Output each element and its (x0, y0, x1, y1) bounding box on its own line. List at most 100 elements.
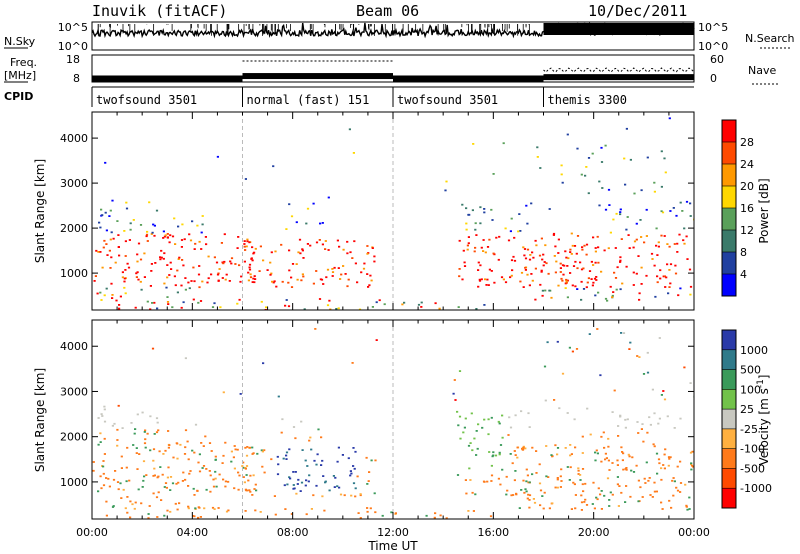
scatter-cell (217, 280, 220, 282)
scatter-cell (483, 304, 486, 306)
scatter-cell (528, 506, 531, 509)
colorbar-swatch (722, 274, 736, 297)
scatter-cell (534, 298, 537, 301)
scatter-cell (662, 464, 665, 466)
scatter-cell (607, 445, 610, 448)
scatter-cell (359, 494, 362, 497)
scatter-cell (538, 254, 542, 257)
scatter-cell (526, 497, 529, 500)
scatter-cell (315, 270, 318, 272)
scatter-cell (664, 448, 667, 451)
scatter-cell (337, 446, 340, 449)
scatter-cell (251, 494, 254, 496)
scatter-cell (183, 453, 187, 455)
scatter-cell (669, 282, 672, 285)
scatter-cell (105, 514, 108, 517)
scatter-cell (196, 490, 199, 492)
scatter-cell (547, 272, 550, 275)
scatter-cell (594, 451, 597, 454)
scatter-cell (582, 267, 585, 270)
scatter-cell (97, 443, 100, 446)
scatter-cell (159, 466, 162, 468)
scatter-cell (175, 482, 178, 485)
scatter-cell (269, 273, 272, 276)
scatter-cell (635, 464, 638, 467)
scatter-cell (350, 494, 353, 497)
scatter-cell (337, 267, 340, 269)
scatter-cell (492, 252, 495, 255)
scatter-cell (688, 508, 691, 510)
scatter-cell (259, 511, 262, 513)
scatter-cell (524, 488, 527, 491)
scatter-cell (344, 273, 347, 275)
scatter-cell (119, 482, 122, 485)
scatter-cell (600, 490, 603, 492)
scatter-cell (218, 473, 221, 476)
scatter-cell (689, 285, 693, 288)
scatter-cell (246, 446, 249, 448)
scatter-cell (346, 252, 349, 255)
scatter-cell (180, 246, 183, 248)
scatter-cell (685, 504, 688, 507)
scatter-cell (620, 491, 623, 494)
scatter-cell (223, 233, 226, 236)
velocity-ylabel: Slant Range [km] (33, 368, 47, 472)
scatter-cell (577, 467, 580, 470)
scatter-cell (637, 479, 640, 482)
scatter-cell (642, 440, 645, 443)
scatter-cell (209, 474, 212, 477)
scatter-cell (104, 211, 107, 214)
scatter-cell (109, 267, 112, 269)
scatter-cell (197, 301, 200, 304)
scatter-cell (254, 509, 257, 512)
scatter-cell (196, 224, 199, 227)
colorbar-swatch (722, 252, 736, 275)
scatter-cell (182, 264, 185, 267)
scatter-cell (536, 146, 539, 149)
scatter-cell (241, 465, 244, 467)
scatter-cell (187, 505, 190, 508)
scatter-cell (373, 492, 376, 495)
scatter-cell (180, 284, 183, 287)
scatter-cell (284, 304, 287, 307)
scatter-cell (579, 474, 582, 476)
scatter-cell (121, 276, 124, 279)
scatter-cell (649, 423, 652, 426)
scatter-cell (584, 482, 587, 485)
scatter-cell (141, 411, 144, 414)
scatter-cell (186, 440, 189, 443)
scatter-cell (222, 478, 225, 481)
scatter-cell (207, 277, 210, 280)
scatter-cell (586, 407, 589, 410)
scatter-cell (597, 261, 600, 264)
scatter-cell (559, 262, 562, 265)
colorbar-label-5: -100 (740, 443, 765, 456)
scatter-cell (309, 436, 312, 439)
scatter-cell (128, 239, 131, 241)
scatter-cell (572, 481, 575, 484)
scatter-cell (576, 288, 579, 290)
time-axis-labels: 00:00 04:00 08:00 12:00 16:00 20:00 00:00 (76, 526, 710, 539)
scatter-cell (619, 213, 622, 216)
scatter-cell (266, 269, 269, 271)
scatter-cell (166, 509, 169, 512)
frequency-panel: Freq. [MHz] 18 8 60 0 Nave (4, 53, 778, 85)
scatter-cell (656, 275, 659, 278)
scatter-cell (244, 510, 247, 512)
scatter-cell (288, 203, 291, 206)
scatter-cell (485, 284, 488, 286)
scatter-cell (667, 292, 670, 295)
scatter-cell (684, 483, 687, 486)
scatter-cell (543, 365, 547, 368)
scatter-cell (641, 496, 644, 498)
scatter-cell (359, 493, 362, 495)
scatter-cell (225, 273, 228, 276)
colorbar-swatch (722, 428, 736, 450)
scatter-cell (575, 348, 579, 350)
scatter-cell (363, 262, 366, 265)
scatter-cell (526, 222, 529, 225)
scatter-cell (679, 417, 682, 420)
scatter-cell (650, 252, 654, 255)
scatter-cell (595, 279, 598, 281)
scatter-cell (193, 494, 196, 496)
